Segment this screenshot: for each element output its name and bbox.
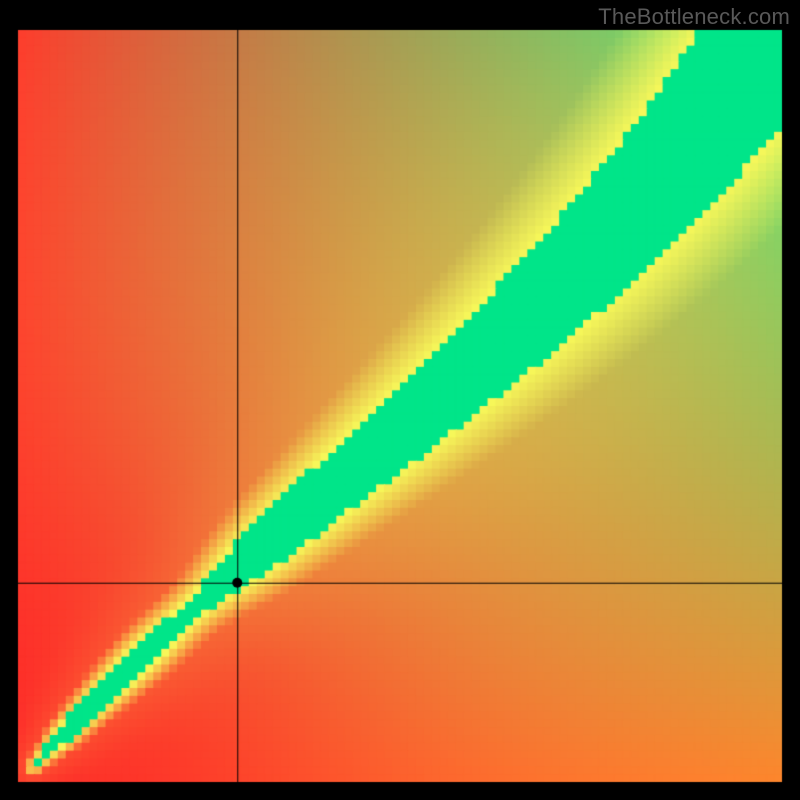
chart-container: TheBottleneck.com <box>0 0 800 800</box>
watermark-text: TheBottleneck.com <box>598 4 790 30</box>
heatmap-canvas <box>0 0 800 800</box>
